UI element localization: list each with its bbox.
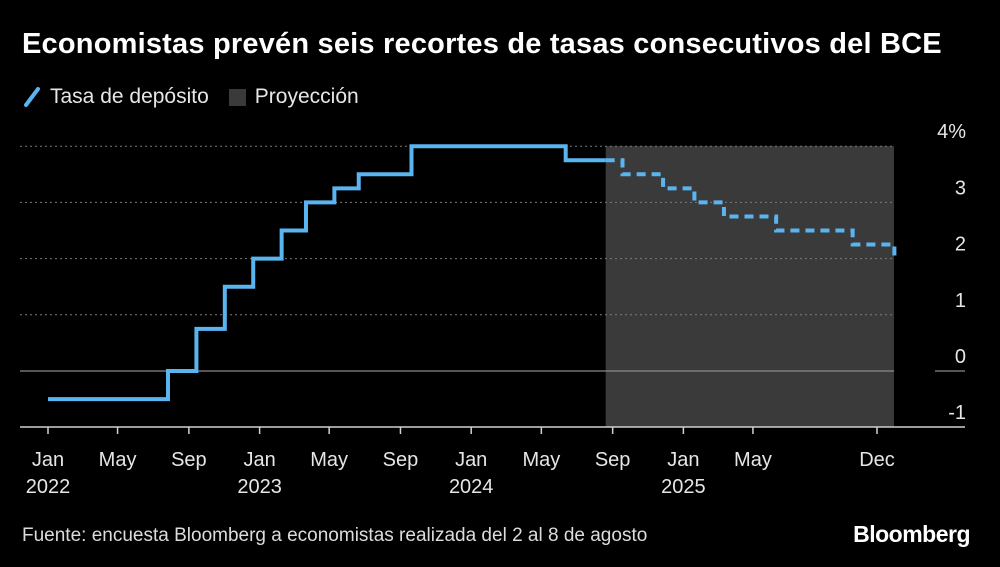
legend-label-deposit-rate: Tasa de depósito [50,85,209,108]
legend-label-projection: Proyección [254,85,359,108]
y-tick-label: 2 [955,234,966,256]
x-tick-year-label: 2024 [449,476,494,498]
legend-item-deposit-rate: Tasa de depósito [22,85,209,109]
x-tick-label: Sep [171,449,207,471]
x-tick-label: May [310,449,348,471]
y-tick-label: 3 [955,177,966,199]
projection-shade [605,146,894,427]
legend: Tasa de depósito Proyección [22,84,379,110]
y-tick-label: -1 [948,402,966,424]
x-tick-label: Sep [383,449,419,471]
x-tick-label: May [734,449,772,471]
x-tick-label: Jan [667,449,699,471]
y-tick-label: 1 [955,290,966,312]
x-tick-year-label: 2025 [661,476,706,498]
x-tick-label: Jan [243,449,275,471]
projection-series-line [605,158,897,259]
bloomberg-logo: Bloomberg [853,521,970,547]
x-tick-label: May [522,449,560,471]
x-tick-label: Jan [32,449,64,471]
legend-line-swatch [24,87,40,107]
x-tick-label: May [99,449,137,471]
x-tick-label: Sep [595,449,631,471]
deposit-rate-series-line [48,144,606,402]
x-tick-label: Dec [859,449,895,471]
chart-title: Economistas prevén seis recortes de tasa… [22,28,942,60]
legend-box-swatch [228,88,246,106]
x-tick-year-label: 2022 [26,476,71,498]
legend-item-projection: Proyección [228,85,359,109]
x-tick-year-label: 2023 [237,476,282,498]
y-tick-label: 0 [955,346,966,368]
x-tick-label: Jan [455,449,487,471]
source-note: Fuente: encuesta Bloomberg a economistas… [22,525,648,546]
y-tick-label: 4% [937,121,966,143]
